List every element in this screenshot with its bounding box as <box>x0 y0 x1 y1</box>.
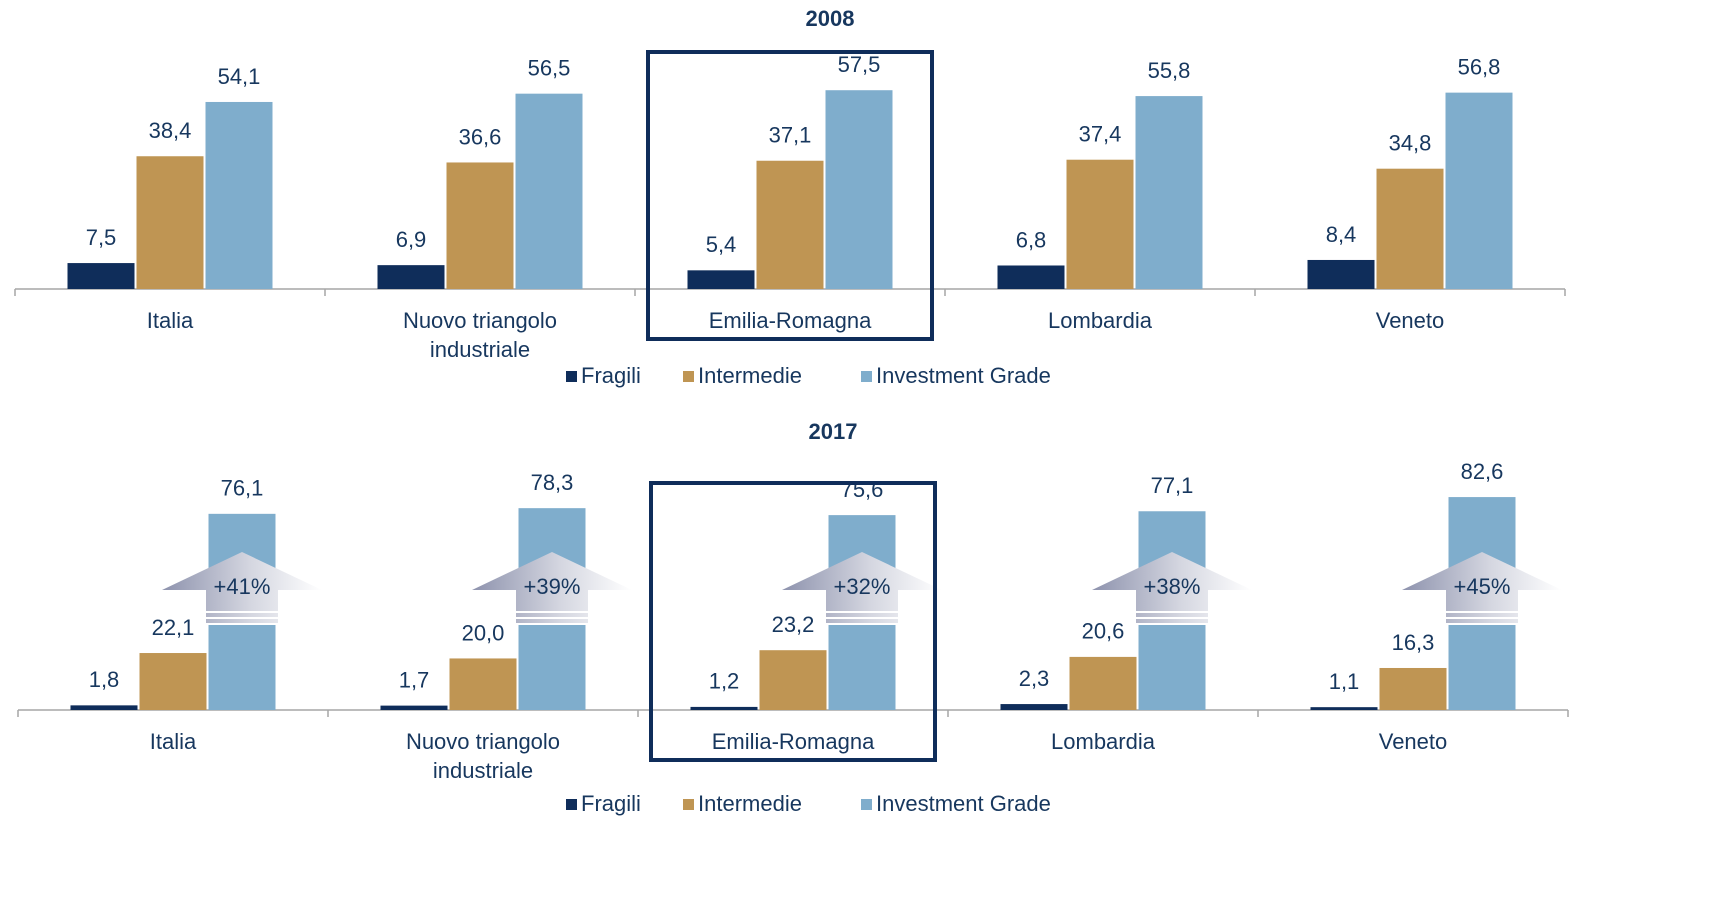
x-tick-label: Veneto <box>1378 729 1448 754</box>
bar <box>1445 92 1513 290</box>
bar <box>1379 667 1447 710</box>
x-tick-label: Lombardia <box>1048 308 1152 333</box>
chart-title: 2008 <box>806 6 855 31</box>
bar <box>449 658 517 710</box>
bar <box>690 706 758 710</box>
bar <box>136 156 204 289</box>
data-label: 6,8 <box>1016 227 1047 252</box>
data-label: 76,1 <box>221 476 264 501</box>
highlight-box <box>646 50 934 341</box>
data-label: 5,4 <box>706 232 737 257</box>
bar <box>67 263 135 289</box>
data-label: 37,1 <box>769 123 812 148</box>
legend-label: Investment Grade <box>876 363 1051 388</box>
data-label: 1,8 <box>89 667 120 692</box>
legend-swatch <box>683 371 694 382</box>
legend-label: Intermedie <box>698 363 802 388</box>
x-tick-label: Nuovo triangolo industriale <box>402 308 558 362</box>
x-tick-label: Emilia-Romagna <box>708 308 872 333</box>
growth-arrow <box>1402 552 1562 624</box>
bar <box>70 705 138 710</box>
bar <box>997 265 1065 289</box>
bar <box>446 162 514 289</box>
x-tick-label: Italia <box>146 308 194 333</box>
bar <box>759 650 827 710</box>
legend-swatch <box>683 799 694 810</box>
growth-arrow <box>472 552 632 624</box>
data-label: 8,4 <box>1326 222 1357 247</box>
growth-arrow <box>1092 552 1252 624</box>
annotation: +32% <box>834 574 891 599</box>
bar <box>380 705 448 710</box>
data-label: 55,8 <box>1148 58 1191 83</box>
data-label: 57,5 <box>838 52 881 77</box>
data-label: 78,3 <box>531 470 574 495</box>
bar <box>1376 168 1444 289</box>
annotation: +39% <box>524 574 581 599</box>
data-label: 37,4 <box>1079 122 1122 147</box>
bar <box>1310 707 1378 710</box>
data-label: 2,3 <box>1019 666 1050 691</box>
bar <box>756 160 824 289</box>
bar <box>1066 159 1134 289</box>
data-label: 23,2 <box>772 612 815 637</box>
x-tick-label: Emilia-Romagna <box>711 729 875 754</box>
chart-title: 2017 <box>809 419 858 444</box>
legend-swatch <box>566 371 577 382</box>
bar <box>1069 656 1137 710</box>
data-label: 16,3 <box>1392 630 1435 655</box>
bar <box>1135 96 1203 289</box>
data-label: 34,8 <box>1389 131 1432 156</box>
legend-swatch <box>566 799 577 810</box>
data-label: 20,6 <box>1082 619 1125 644</box>
bar <box>687 270 755 289</box>
data-label: 1,2 <box>709 669 740 694</box>
legend-swatch <box>861 371 872 382</box>
bar <box>515 93 583 290</box>
bar <box>205 101 273 290</box>
growth-arrow <box>782 552 942 624</box>
annotation: +41% <box>214 574 271 599</box>
x-tick-label: Nuovo triangolo industriale <box>405 729 561 783</box>
data-label: 38,4 <box>149 118 192 143</box>
bar <box>377 265 445 289</box>
annotation: +45% <box>1454 574 1511 599</box>
legend-swatch <box>861 799 872 810</box>
data-label: 1,7 <box>399 667 430 692</box>
growth-arrow <box>162 552 322 624</box>
bar <box>825 90 893 289</box>
data-label: 20,0 <box>462 620 505 645</box>
data-label: 56,8 <box>1458 54 1501 79</box>
data-label: 77,1 <box>1151 473 1194 498</box>
data-label: 75,6 <box>841 477 884 502</box>
bar <box>139 653 207 710</box>
legend-label: Intermedie <box>698 791 802 816</box>
bar <box>1307 259 1375 289</box>
annotation: +38% <box>1144 574 1201 599</box>
legend-label: Investment Grade <box>876 791 1051 816</box>
x-tick-label: Veneto <box>1375 308 1445 333</box>
data-label: 6,9 <box>396 227 427 252</box>
data-label: 22,1 <box>152 615 195 640</box>
bar <box>1000 704 1068 710</box>
x-tick-label: Lombardia <box>1051 729 1155 754</box>
data-label: 7,5 <box>86 225 117 250</box>
data-label: 56,5 <box>528 55 571 80</box>
data-label: 54,1 <box>218 64 261 89</box>
x-tick-label: Italia <box>149 729 197 754</box>
data-label: 36,6 <box>459 124 502 149</box>
legend-label: Fragili <box>581 363 641 388</box>
data-label: 1,1 <box>1329 669 1360 694</box>
highlight-box <box>649 481 937 762</box>
legend-label: Fragili <box>581 791 641 816</box>
data-label: 82,6 <box>1461 459 1504 484</box>
